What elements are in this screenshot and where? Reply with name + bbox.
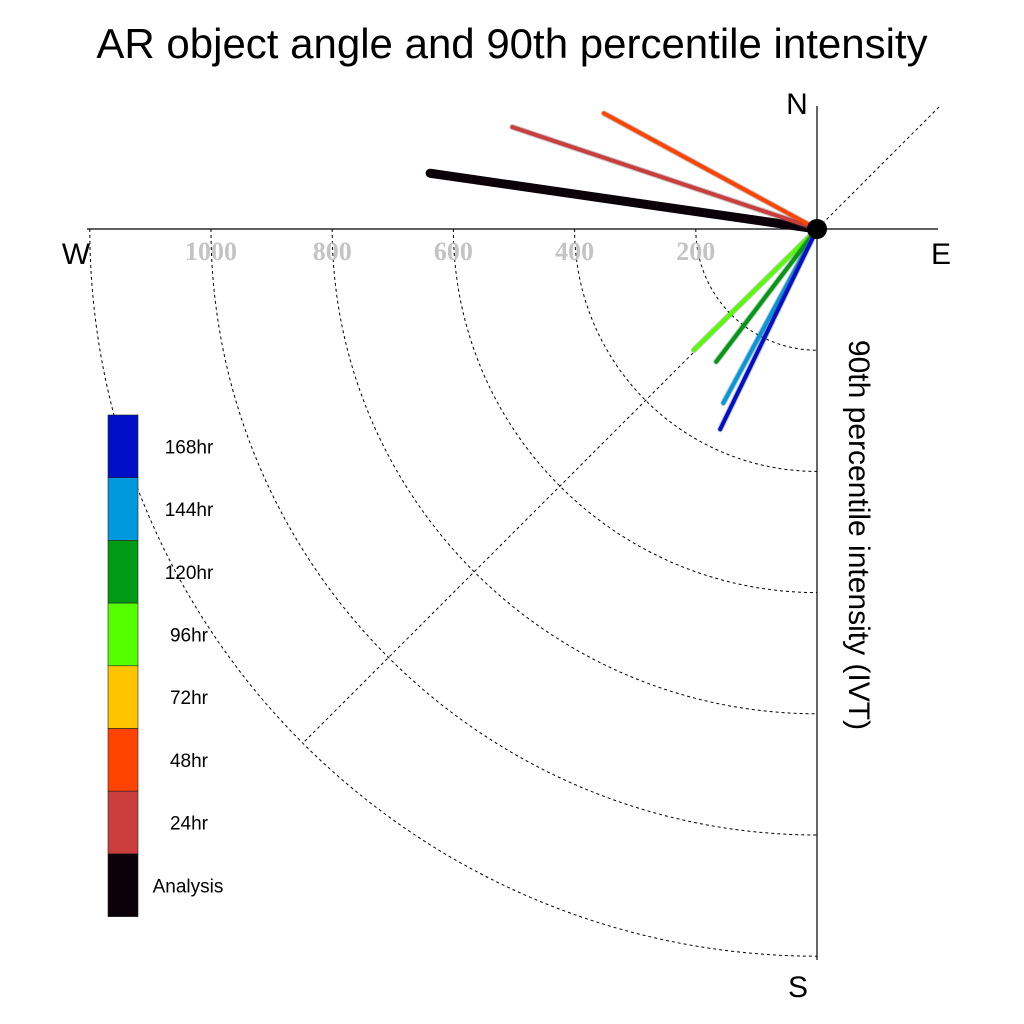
vector-analysis bbox=[425, 168, 822, 234]
legend-swatch bbox=[107, 540, 139, 604]
legend-swatch bbox=[107, 602, 139, 667]
vector-48hr bbox=[601, 111, 819, 231]
y-axis-label: 90th percentile intensity (IVT) bbox=[842, 340, 875, 730]
legend-swatch bbox=[107, 790, 139, 855]
legend-label: 72hr bbox=[170, 688, 209, 709]
legend-swatch bbox=[107, 414, 139, 479]
radial-arc bbox=[452, 228, 818, 594]
vector-120hr bbox=[714, 227, 819, 364]
radial-arc bbox=[574, 228, 818, 472]
legend-label: 48hr bbox=[170, 751, 209, 772]
legend-label: Analysis bbox=[153, 876, 224, 897]
legend-swatch bbox=[107, 477, 139, 541]
legend-label: 144hr bbox=[165, 500, 214, 521]
legend-swatch bbox=[107, 728, 139, 792]
north-label: N bbox=[786, 88, 808, 121]
vectors bbox=[425, 110, 822, 433]
vector-24hr bbox=[510, 125, 819, 231]
vector-168hr bbox=[718, 227, 819, 432]
tick-label: 800 bbox=[313, 237, 352, 266]
tick-label: 400 bbox=[555, 237, 594, 266]
legend-label: 96hr bbox=[170, 625, 209, 646]
east-label: E bbox=[931, 238, 951, 271]
tick-label: 200 bbox=[676, 237, 715, 266]
legend-label: 24hr bbox=[170, 814, 209, 835]
chart-title: AR object angle and 90th percentile inte… bbox=[96, 20, 927, 67]
radial-tick-labels: 200 400 600 800 1000 bbox=[185, 237, 715, 266]
origin-point bbox=[807, 219, 827, 239]
radial-arc bbox=[695, 228, 818, 351]
radial-arc bbox=[331, 228, 818, 715]
legend: 168hr 144hr 120hr 96hr 72hr 48hr 24hr Analysis bbox=[107, 414, 224, 917]
tick-label: 600 bbox=[434, 237, 473, 266]
tick-label: 1000 bbox=[185, 237, 237, 266]
legend-label: 120hr bbox=[165, 563, 214, 584]
legend-swatch bbox=[107, 665, 139, 729]
radial-arc bbox=[89, 228, 818, 957]
west-label: W bbox=[62, 238, 91, 271]
south-label: S bbox=[788, 971, 808, 1004]
legend-swatch bbox=[107, 853, 139, 917]
radial-grid bbox=[89, 106, 940, 957]
radial-arc bbox=[210, 228, 818, 836]
vector-96hr bbox=[691, 227, 819, 353]
legend-label: 168hr bbox=[165, 437, 214, 458]
